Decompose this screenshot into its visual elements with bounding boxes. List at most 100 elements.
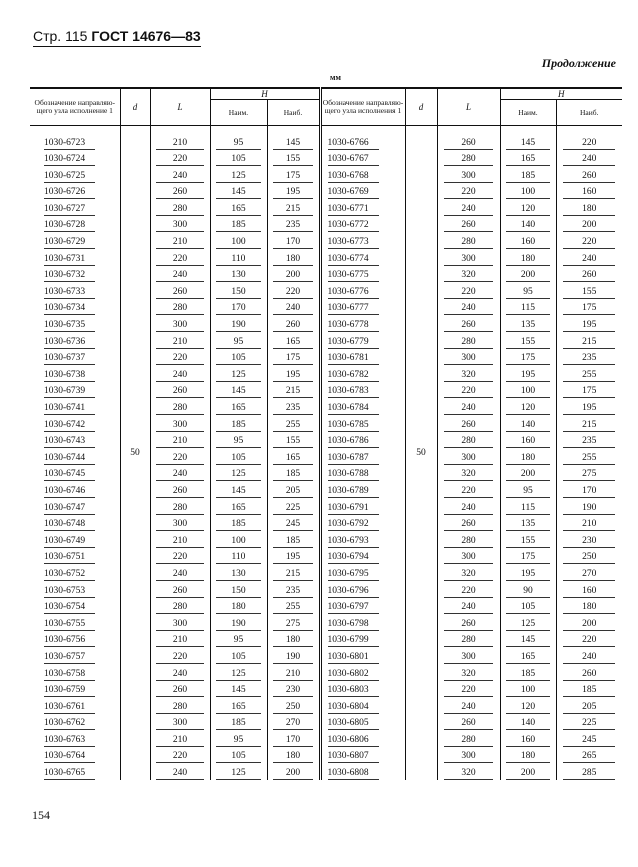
cell-L-text: 210 [156,635,204,648]
cell-L-text: 240 [156,171,204,183]
cell-L-right: 300 [436,647,500,664]
cell-h-min-right-text: 90 [506,586,550,598]
cell-L-right-text: 300 [443,652,494,664]
cell-h-max-right-text: 275 [563,469,616,482]
cell-L: 260 [149,182,210,200]
cell-designation: 1030-6743 [30,432,120,449]
cell-h-min-text: 95 [216,436,261,449]
cell-L: 210 [149,630,210,648]
cell-h-min-right: 120 [499,199,556,216]
cell-h-max: 180 [266,249,320,266]
cell-h-max: 250 [266,697,320,714]
cell-designation-right-text: 1030-6793 [327,536,379,548]
cell-h-max-text: 170 [272,735,314,747]
cell-designation-right-text: 1030-6767 [327,154,379,167]
cell-h-min-right-text: 140 [506,718,550,731]
cell-h-max-right-text: 195 [563,403,616,415]
cell-h-max-right-text: 265 [563,751,616,764]
header-H-max-right: Наиб. [555,99,622,126]
cell-designation: 1030-6724 [30,150,120,167]
cell-h-min-right: 125 [499,614,556,631]
cell-designation-text: 1030-6754 [44,602,96,615]
cell-designation-text: 1030-6725 [44,171,96,183]
cell-h-min-right: 140 [499,713,556,731]
cell-h-min-text: 145 [216,386,261,399]
cell-h-max-text: 235 [272,403,314,415]
cell-h-max-right-text: 235 [563,436,616,449]
cell-designation-right-text: 1030-6781 [327,353,379,366]
cell-designation-right: 1030-6776 [318,282,405,299]
header-H-right: H [499,87,622,100]
cell-h-max-text: 260 [272,320,314,333]
cell-h-max-right-text: 255 [563,453,616,465]
cell-designation: 1030-6752 [30,564,120,581]
cell-h-max-right-text: 240 [563,154,616,167]
cell-h-min-right: 185 [499,663,556,681]
cell-L-text: 280 [156,702,204,714]
cell-designation-right: 1030-6803 [318,680,405,698]
page-number: 154 [32,808,50,822]
cell-h-max: 145 [266,125,320,150]
cell-h-min-right-text: 160 [506,237,550,250]
cell-h-max: 175 [266,166,320,183]
cell-h-min: 95 [209,125,267,150]
cell-h-max-text: 200 [272,270,314,283]
cell-h-max-right: 255 [555,365,622,382]
cell-L: 300 [149,315,210,333]
cell-h-min: 145 [209,481,267,498]
cell-h-max-right-text: 285 [563,768,616,781]
cell-h-min-right-text: 165 [506,154,550,167]
cell-h-min-right: 105 [499,597,556,615]
cell-designation-right: 1030-6792 [318,514,405,532]
cell-designation-right-text: 1030-6787 [327,453,379,465]
cell-h-max-right: 185 [555,680,622,698]
cell-designation-right: 1030-6794 [318,547,405,565]
table-row: 1030-6751 220 110 195 1030-6794 300 175 250 [30,547,622,565]
cell-designation: 1030-6739 [30,382,120,399]
cell-L-text: 300 [156,420,204,432]
cell-designation-right-text: 1030-6782 [327,370,379,382]
cell-L-right: 260 [436,614,500,631]
table-row: 1030-6737 220 105 175 1030-6781 300 175 235 [30,348,622,366]
cell-h-max-right-text: 225 [563,718,616,731]
cell-h-max-right: 215 [555,332,622,349]
cell-h-min-right-text: 140 [506,220,550,233]
table-row: 1030-6725 240 125 175 1030-6768 300 185 260 [30,166,622,183]
cell-h-max-right: 180 [555,597,622,615]
page-header: Стр. 115 ГОСТ 14676—83 [33,28,201,47]
cell-h-min: 125 [209,663,267,681]
cell-L-text: 220 [156,552,204,565]
cell-L-right: 240 [436,497,500,515]
table-row: 1030-6731 220 110 180 1030-6774 300 180 240 [30,249,622,266]
cell-h-min: 105 [209,647,267,664]
cell-designation-right: 1030-6767 [318,149,405,167]
cell-h-min: 145 [209,381,267,399]
table-row: 1030-6727 280 165 215 1030-6771 240 120 180 [30,199,622,216]
cell-designation-right-text: 1030-6777 [327,303,379,316]
cell-designation-right-text: 1030-6795 [327,569,379,581]
table-row: 1030-6732 240 130 200 1030-6775 320 200 260 [30,265,622,283]
cell-h-min-text: 105 [216,751,261,764]
cell-L-text: 210 [156,536,204,548]
cell-designation-text: 1030-6762 [44,718,96,731]
cell-h-min-right: 155 [499,531,556,548]
cell-h-max: 180 [266,746,320,764]
cell-h-max-right: 160 [555,182,622,200]
cell-h-max: 155 [266,431,320,449]
table-row: 1030-6746 260 145 205 1030-6789 220 95 170 [30,481,622,498]
cell-designation-text: 1030-6732 [44,270,96,283]
cell-designation: 1030-6731 [30,249,120,266]
cell-h-max-text: 145 [272,138,314,150]
cell-h-max-right-text: 200 [563,619,616,631]
cell-h-min-text: 165 [216,403,261,415]
cell-h-min: 190 [209,614,267,631]
cell-designation-right: 1030-6782 [318,365,405,382]
cell-L: 260 [149,381,210,399]
cell-h-max-right: 215 [555,415,622,432]
cell-h-min-text: 170 [216,303,261,316]
cell-L-text: 280 [156,303,204,316]
cell-L: 210 [149,531,210,548]
cell-designation-text: 1030-6757 [44,652,96,664]
cell-h-max-right: 255 [555,448,622,465]
cell-designation-text: 1030-6736 [44,337,96,349]
